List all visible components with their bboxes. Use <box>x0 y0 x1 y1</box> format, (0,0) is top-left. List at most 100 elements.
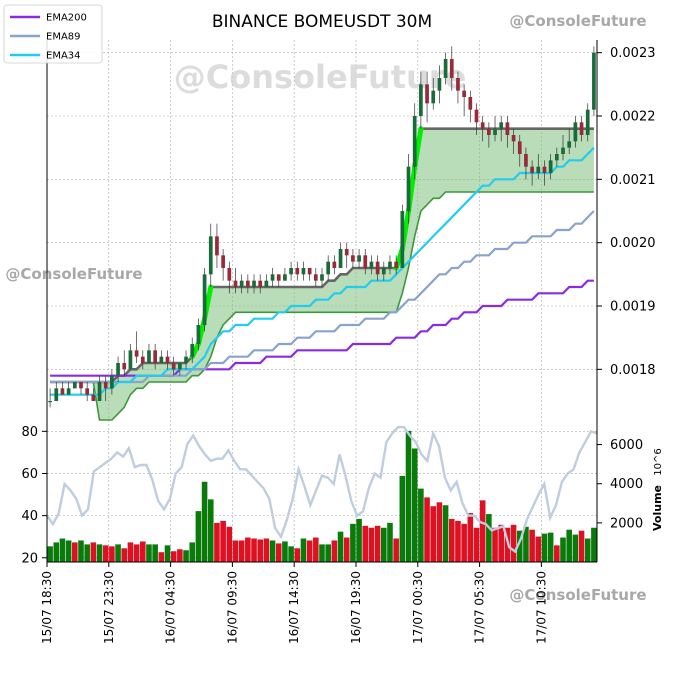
candle-body <box>258 280 263 287</box>
candle-body <box>66 388 71 395</box>
candle-body <box>480 122 485 129</box>
volume-bar <box>541 533 548 562</box>
candle-body <box>573 122 578 142</box>
candle-body <box>165 356 170 363</box>
volume-bar <box>158 552 165 562</box>
candle-body <box>474 109 479 123</box>
volume-bar <box>325 544 331 562</box>
volume-bar <box>467 513 474 562</box>
ema89-line <box>50 210 595 384</box>
x-tick-label: 15/07 23:30 <box>102 571 116 644</box>
candle-body <box>239 280 244 287</box>
candle-body <box>178 363 182 370</box>
volume-bar <box>139 541 146 562</box>
candle-body <box>72 382 77 389</box>
volume-bar <box>535 536 542 562</box>
candle-body <box>536 166 541 173</box>
candle-body <box>542 166 547 173</box>
volume-bar <box>189 542 196 562</box>
candle-body <box>85 388 90 395</box>
volume-bar <box>251 538 257 562</box>
volume-bar <box>424 497 430 562</box>
candle-body <box>499 122 504 129</box>
volume-bar <box>84 544 90 562</box>
candle-body <box>363 255 368 268</box>
volume-bar <box>319 544 325 562</box>
axes: 15/07 18:30 15/07 23:30 16/07 04:30 16/07 0… <box>21 40 656 644</box>
candle-body <box>419 84 423 116</box>
oscillator-tick-label: 60 <box>21 467 38 482</box>
volume-bar <box>362 525 369 562</box>
x-tick-label: 17/07 00:30 <box>411 571 425 644</box>
candles <box>48 46 596 408</box>
candle-body <box>524 154 528 167</box>
volume-bar <box>109 546 115 562</box>
volume-bar <box>393 538 399 562</box>
volume-bar <box>306 540 313 562</box>
volume-bar <box>207 499 214 562</box>
candle-body <box>443 59 448 78</box>
volume-bar <box>152 544 158 562</box>
volume-bar <box>263 538 270 562</box>
volume-bar <box>492 527 498 562</box>
volume-bar <box>282 541 288 562</box>
volume-tick-label: 2000 <box>610 516 643 531</box>
volume-bar <box>411 448 418 562</box>
volume-exponent-label: 10^6 <box>653 448 664 475</box>
volume-bar <box>516 530 523 562</box>
volume-bar <box>78 540 84 562</box>
volume-bar <box>461 523 467 562</box>
candle-body <box>517 141 522 154</box>
candle-body <box>548 160 553 173</box>
candle-body <box>128 350 133 370</box>
candle-body <box>171 363 176 370</box>
volume-bar <box>473 527 480 562</box>
legend-label: EMA200 <box>46 13 87 24</box>
candle-body <box>326 261 331 275</box>
volume-bar <box>350 523 356 562</box>
volume-bar <box>436 502 443 562</box>
candle-body <box>122 363 127 370</box>
volume-bar <box>201 481 208 562</box>
volume-bar <box>53 542 60 562</box>
x-tick-label: 17/07 05:30 <box>473 571 487 644</box>
oscillator-tick-label: 20 <box>21 551 38 566</box>
candle-body <box>561 147 565 154</box>
candle-body <box>54 388 59 401</box>
volume-bar <box>584 538 591 562</box>
candle-body <box>375 261 380 275</box>
legend-label: EMA34 <box>46 51 81 62</box>
volume-bar <box>288 546 294 562</box>
candle-body <box>449 59 454 78</box>
candle-body <box>159 356 164 363</box>
candle-body <box>227 268 232 281</box>
volume-bar <box>498 524 505 562</box>
candle-body <box>554 154 559 161</box>
volume-bar <box>547 532 554 562</box>
price-tick-label: 0.0023 <box>610 46 656 61</box>
price-tick-label: 0.0019 <box>610 300 656 315</box>
candle-body <box>487 128 491 135</box>
candle-body <box>462 90 466 97</box>
watermarks: @ConsoleFuture @ConsoleFuture @ConsoleFu… <box>5 12 646 604</box>
volume-bar <box>554 545 560 562</box>
candle-body <box>190 344 195 357</box>
volume-bar <box>96 544 103 562</box>
candle-body <box>338 249 343 268</box>
volume-bar <box>47 546 53 562</box>
volume-bar <box>127 542 134 562</box>
candle-body <box>406 166 411 211</box>
candle-body <box>283 274 287 281</box>
candle-body <box>184 356 188 363</box>
candle-body <box>530 166 534 173</box>
candle-body <box>468 97 473 110</box>
candle-body <box>505 122 510 135</box>
volume-bar <box>232 540 239 562</box>
candle-body <box>301 268 306 275</box>
candle-body <box>97 382 102 401</box>
candle-body <box>511 135 516 142</box>
volume-bar <box>102 545 109 562</box>
volume-bar <box>183 550 189 562</box>
volume-bar <box>430 506 437 562</box>
